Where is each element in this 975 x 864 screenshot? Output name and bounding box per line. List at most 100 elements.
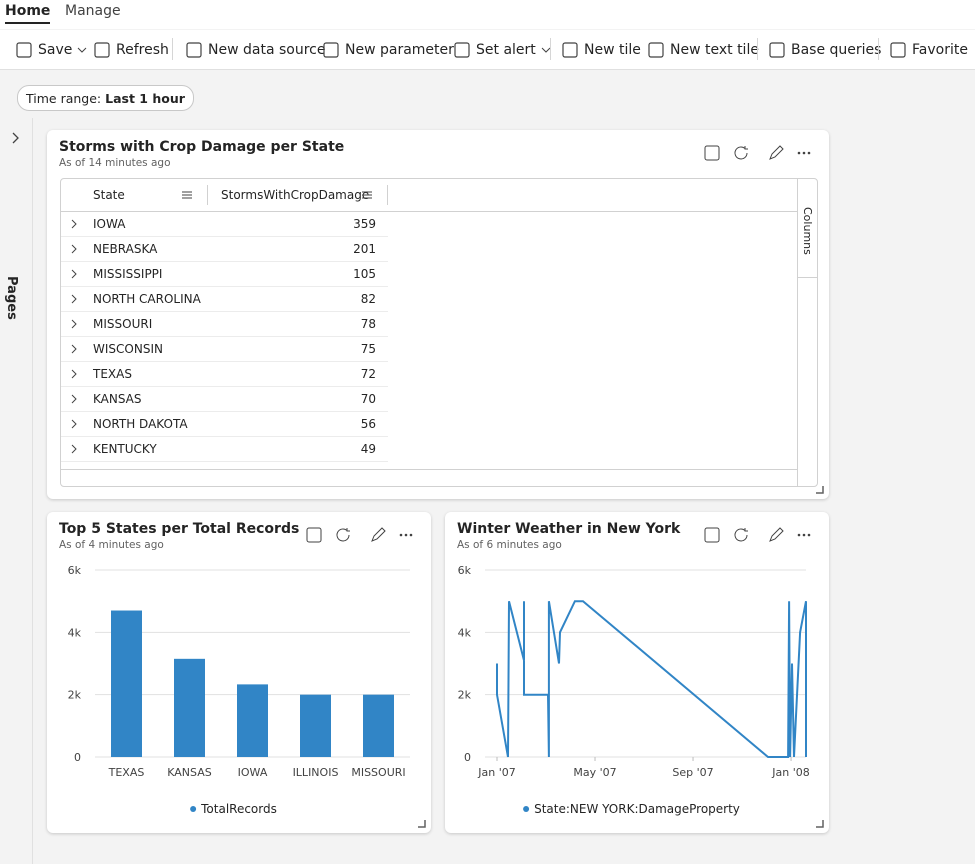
side-panel: Columns	[797, 179, 817, 486]
resize-handle[interactable]	[816, 820, 824, 828]
tile-title: Winter Weather in New York	[457, 521, 681, 537]
expand-row[interactable]	[69, 294, 79, 304]
x-tick-label: Jan '08	[771, 766, 809, 779]
expand-row[interactable]	[69, 444, 79, 454]
toolbar-button[interactable]: New text tile	[647, 41, 759, 59]
more-dot[interactable]	[802, 151, 806, 155]
expand-row[interactable]	[69, 219, 79, 229]
button-label: Save	[38, 42, 73, 58]
cell-state: IOWA	[93, 217, 126, 231]
cell-state: WISCONSIN	[93, 342, 163, 356]
more-dot[interactable]	[797, 533, 801, 537]
x-tick-label: Sep '07	[672, 766, 713, 779]
more-dot[interactable]	[399, 533, 403, 537]
resize-handle[interactable]	[418, 820, 426, 828]
cell-count: 75	[360, 342, 376, 356]
tab[interactable]: Home	[5, 3, 51, 24]
x-tick-label: TEXAS	[108, 766, 145, 779]
chevron	[71, 269, 77, 279]
more-dot[interactable]	[802, 533, 806, 537]
cell-count: 72	[360, 367, 376, 381]
table-view-icon[interactable]	[704, 145, 720, 161]
x-tick-label: IOWA	[238, 766, 268, 779]
icon-shape	[769, 42, 785, 58]
cell-state: NORTH CAROLINA	[93, 292, 201, 306]
expand-row[interactable]	[69, 394, 79, 404]
icon	[648, 42, 664, 58]
dropdown-icon	[541, 47, 551, 53]
cell-count: 70	[360, 392, 376, 406]
button-label: New parameter	[345, 42, 454, 58]
cell-state: NORTH DAKOTA	[93, 417, 188, 431]
cell-count: 201	[353, 242, 376, 256]
handle	[816, 486, 824, 494]
separator	[878, 38, 879, 60]
expand-row[interactable]	[69, 344, 79, 354]
chart: 0 2k 4k 6k TEXAS KANSAS IOWA ILLINOIS MISSOURI To…	[68, 564, 410, 816]
toolbar-button[interactable]: Base queries	[768, 41, 881, 59]
expand-icon[interactable]	[10, 132, 22, 144]
column-header[interactable]: StormsWithCropDamage	[221, 188, 370, 202]
tab[interactable]: Manage	[65, 3, 121, 19]
tile-actions	[704, 527, 811, 543]
handle	[816, 820, 824, 828]
edit-icon[interactable]	[371, 527, 386, 542]
column-menu[interactable]	[181, 189, 193, 201]
chevron	[71, 244, 77, 254]
expand-row[interactable]	[69, 269, 79, 279]
cell-count: 105	[353, 267, 376, 281]
expand-row[interactable]	[69, 419, 79, 429]
icon-shape	[323, 42, 339, 58]
chevron	[71, 369, 77, 379]
expand-row[interactable]	[69, 319, 79, 329]
refresh-icon[interactable]	[336, 528, 350, 542]
legend-label[interactable]: State:NEW YORK:DamageProperty	[534, 802, 740, 816]
button-label: Set alert	[476, 42, 536, 58]
refresh-icon[interactable]	[734, 528, 748, 542]
toolbar-button[interactable]: New parameter	[322, 41, 454, 59]
button-label: Refresh	[116, 42, 169, 58]
cell-count: 56	[360, 417, 376, 431]
toolbar-button[interactable]: Refresh	[93, 41, 169, 59]
table-view-icon[interactable]	[306, 527, 322, 543]
more-dot[interactable]	[807, 151, 811, 155]
table: State StormsWithCropDamage IOWA 359 NEBRAS…	[60, 178, 818, 487]
cell-count: 78	[360, 317, 376, 331]
chevron	[71, 444, 77, 454]
more-dot[interactable]	[409, 533, 413, 537]
tile-subtitle: As of 6 minutes ago	[457, 539, 562, 551]
column-menu[interactable]	[361, 189, 373, 201]
y-tick-label: 2k	[458, 689, 472, 702]
more-dot[interactable]	[797, 151, 801, 155]
edit-icon[interactable]	[769, 145, 784, 160]
toolbar-button[interactable]: New tile	[561, 41, 641, 59]
toolbar-button[interactable]: Set alert	[453, 41, 551, 59]
y-tick-label: 6k	[458, 564, 472, 577]
edit-icon[interactable]	[769, 527, 784, 542]
cell-state: NEBRASKA	[93, 242, 158, 256]
cell-state: KENTUCKY	[93, 442, 157, 456]
expand-row[interactable]	[69, 244, 79, 254]
tab-bar: Home Manage	[0, 0, 975, 29]
table-row: KANSAS 70	[61, 387, 388, 412]
toolbar-button[interactable]: Save	[15, 41, 87, 59]
chevron	[71, 394, 77, 404]
more-dot[interactable]	[807, 533, 811, 537]
legend-label[interactable]: TotalRecords	[200, 802, 277, 816]
expand-row[interactable]	[69, 369, 79, 379]
resize-handle[interactable]	[816, 486, 824, 494]
toolbar-button[interactable]: Favorite	[889, 41, 968, 59]
bar-chart-tile: Top 5 States per Total Records As of 4 m…	[47, 512, 431, 833]
x-tick-label: ILLINOIS	[293, 766, 339, 779]
icon	[454, 42, 470, 58]
time-range-filter[interactable]: Time range: Last 1 hour	[17, 85, 194, 111]
icon-shape	[454, 42, 470, 58]
table-view-icon[interactable]	[704, 527, 720, 543]
more-dot[interactable]	[404, 533, 408, 537]
refresh-icon[interactable]	[734, 146, 748, 160]
columns-toggle[interactable]: Columns	[801, 207, 814, 255]
chevron	[71, 344, 77, 354]
toolbar-button[interactable]: New data source	[185, 41, 325, 59]
chevron	[71, 319, 77, 329]
column-header[interactable]: State	[93, 188, 125, 202]
